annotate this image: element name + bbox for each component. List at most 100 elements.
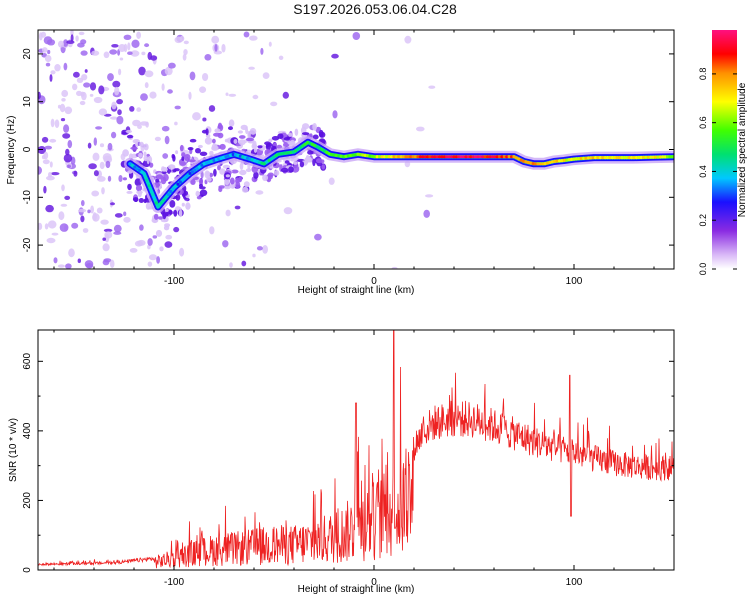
- noise-blob: [89, 82, 97, 91]
- noise-blob: [189, 71, 196, 81]
- track-cell: [265, 160, 269, 164]
- track-cell: [147, 184, 151, 188]
- noise-blob: [288, 166, 294, 173]
- track-cell: [392, 155, 396, 159]
- noise-blob: [123, 34, 132, 40]
- noise-blob: [228, 119, 235, 127]
- noise-blob: [118, 68, 122, 76]
- noise-blob: [123, 211, 127, 217]
- track-cell: [390, 155, 394, 159]
- noise-blob: [98, 108, 108, 116]
- frequency-track: [124, 136, 674, 213]
- snr-xtick-label: 100: [566, 577, 583, 588]
- noise-blob: [268, 138, 273, 143]
- noise-blob: [168, 209, 173, 215]
- spectrogram-ytick-label: -10: [22, 190, 33, 205]
- snr-xlabel: Height of straight line (km): [298, 584, 415, 595]
- noise-blob: [245, 137, 254, 142]
- track-cell: [241, 155, 245, 159]
- noise-blob: [199, 186, 206, 190]
- noise-blob: [229, 177, 235, 185]
- noise-blob: [92, 152, 100, 161]
- noise-blob: [109, 49, 118, 55]
- noise-blob: [116, 115, 124, 125]
- noise-blob: [42, 159, 50, 165]
- noise-blob: [65, 148, 70, 156]
- track-cell: [651, 155, 655, 159]
- track-cell: [558, 159, 562, 163]
- noise-blob: [89, 93, 94, 97]
- track-cell: [344, 154, 348, 158]
- noise-blob: [117, 109, 122, 116]
- noise-blob: [209, 150, 214, 156]
- noise-blob: [205, 128, 209, 136]
- noise-blob: [181, 156, 185, 161]
- snr-axes: -100 0 100 0 200 400 600: [22, 330, 674, 588]
- noise-blob: [255, 190, 264, 195]
- noise-blob: [352, 32, 361, 40]
- noise-blob: [253, 171, 259, 179]
- track-cell: [625, 156, 629, 160]
- noise-blob: [80, 39, 87, 45]
- noise-blob: [103, 51, 110, 59]
- track-cell: [315, 145, 319, 149]
- track-cell: [368, 154, 372, 158]
- track-cell: [370, 154, 374, 158]
- noise-blob: [82, 228, 89, 233]
- noise-blob: [127, 51, 133, 55]
- noise-blob: [68, 248, 75, 258]
- track-cell: [466, 155, 470, 159]
- track-cell: [286, 151, 290, 155]
- noise-blob: [60, 118, 66, 122]
- noise-blob: [60, 203, 68, 207]
- track-cell: [193, 168, 197, 172]
- spectrogram-xtick-label: 100: [566, 276, 583, 287]
- snr-xtick-label: -100: [164, 577, 184, 588]
- noise-blob: [218, 186, 223, 193]
- track-cell: [284, 151, 288, 155]
- noise-blob: [181, 202, 185, 207]
- track-cell: [296, 147, 300, 151]
- track-cell: [584, 156, 588, 160]
- noise-blob: [252, 253, 256, 258]
- noise-blob: [168, 62, 176, 69]
- noise-blob: [195, 148, 201, 154]
- track-cell: [188, 171, 192, 175]
- track-cell: [272, 155, 276, 159]
- noise-blob: [113, 224, 122, 233]
- noise-blob: [75, 35, 79, 42]
- noise-blob: [102, 259, 110, 266]
- track-cell: [310, 142, 314, 146]
- track-cell: [366, 154, 370, 158]
- noise-blob: [104, 231, 113, 239]
- track-cell: [150, 190, 154, 194]
- track-cell: [176, 182, 180, 186]
- colorbar-tick-label: 0.8: [698, 68, 708, 81]
- noise-blob: [73, 170, 78, 177]
- noise-blob: [50, 118, 55, 128]
- track-cell: [531, 162, 535, 166]
- noise-blob: [141, 51, 146, 56]
- noise-blob: [41, 136, 49, 143]
- track-cell: [255, 159, 259, 164]
- noise-blob: [318, 129, 324, 138]
- noise-blob: [122, 149, 129, 157]
- noise-blob: [87, 209, 91, 214]
- noise-blob: [164, 241, 173, 248]
- track-cell: [279, 152, 283, 156]
- noise-blob: [204, 170, 210, 179]
- noise-blob: [264, 141, 272, 146]
- track-cell: [236, 153, 240, 158]
- noise-blob: [45, 204, 54, 213]
- noise-blob: [233, 139, 238, 144]
- noise-blob: [152, 235, 158, 239]
- track-cell: [171, 187, 175, 191]
- colorbar: 0.0 0.2 0.4 0.6 0.8 Normalized spectral ampl…: [698, 30, 748, 275]
- noise-blob: [146, 157, 150, 165]
- noise-blob: [391, 266, 398, 269]
- noise-blob: [154, 136, 161, 142]
- track-cell: [375, 155, 379, 159]
- track-cell: [411, 155, 415, 159]
- track-cell: [639, 155, 643, 160]
- track-cell: [490, 155, 494, 159]
